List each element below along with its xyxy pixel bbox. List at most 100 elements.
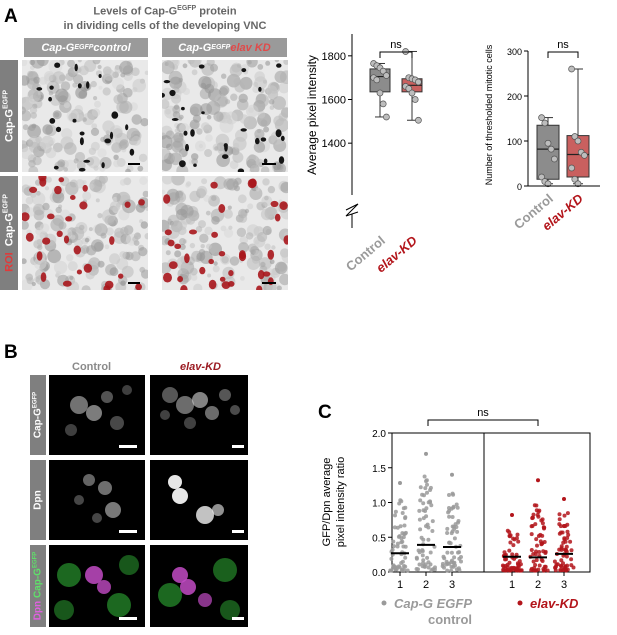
dark-nucleus xyxy=(111,111,119,119)
cell-blob xyxy=(90,127,100,136)
panel-a-title-post: protein xyxy=(196,5,237,18)
fluor-blob xyxy=(70,396,88,414)
cell-blob xyxy=(165,250,171,256)
cell-blob xyxy=(84,237,90,243)
roi-mark xyxy=(63,235,70,244)
scale-bar xyxy=(232,445,244,448)
data-point xyxy=(560,568,565,573)
cell-blob xyxy=(200,244,205,249)
data-point xyxy=(403,515,408,520)
cell-blob xyxy=(52,191,65,204)
group-label-control: Cap-G EGFP xyxy=(394,596,472,611)
data-point xyxy=(514,552,519,557)
data-point xyxy=(445,526,450,531)
cell-blob xyxy=(104,244,110,250)
cell-blob xyxy=(191,153,199,161)
data-point xyxy=(447,506,451,510)
roi-mark xyxy=(228,270,234,277)
roi-mark xyxy=(210,181,218,189)
data-point xyxy=(379,100,387,108)
dark-nucleus xyxy=(53,165,59,170)
cell-blob xyxy=(22,75,30,86)
dark-nucleus xyxy=(163,80,171,84)
dark-nucleus xyxy=(222,154,229,159)
data-point xyxy=(452,555,457,560)
data-point xyxy=(517,559,522,564)
data-point xyxy=(376,89,384,97)
data-point xyxy=(569,557,574,562)
fluor-blob xyxy=(101,391,113,403)
cell-blob xyxy=(111,77,124,90)
dark-nucleus xyxy=(86,81,90,89)
data-point xyxy=(531,512,536,517)
cell-blob xyxy=(33,206,41,215)
cell-blob xyxy=(135,203,146,213)
data-point xyxy=(516,562,521,567)
cell-blob xyxy=(233,77,242,86)
data-point xyxy=(429,503,434,508)
data-point xyxy=(530,524,535,528)
cell-blob xyxy=(223,209,233,219)
cell-blob xyxy=(144,233,148,240)
data-point xyxy=(508,568,513,573)
data-point xyxy=(417,508,422,513)
roi-mark xyxy=(256,285,263,290)
cell-blob xyxy=(88,227,93,232)
data-point xyxy=(508,540,513,545)
cell-blob xyxy=(49,137,56,145)
roi-mark xyxy=(239,250,246,260)
cell-blob xyxy=(88,147,97,155)
scale-bar xyxy=(128,163,140,165)
dark-nucleus xyxy=(223,143,228,148)
data-point xyxy=(451,492,456,497)
fluor-blob xyxy=(54,600,74,620)
roi-mark xyxy=(227,281,235,287)
data-point xyxy=(515,532,520,537)
scale-bar xyxy=(232,617,244,620)
panel-b-label: B xyxy=(4,342,18,363)
y-tick-label: 100 xyxy=(507,137,522,147)
fluor-blob xyxy=(219,389,231,401)
data-point xyxy=(426,560,431,565)
data-point xyxy=(557,517,562,522)
cell-blob xyxy=(45,176,52,183)
cell-blob xyxy=(235,129,248,142)
cell-blob xyxy=(229,64,243,77)
panel-a-title-line2: in dividing cells of the developing VNC xyxy=(63,19,267,32)
cell-blob xyxy=(245,232,254,240)
data-point xyxy=(440,561,445,566)
fluor-blob xyxy=(196,506,214,524)
data-point xyxy=(392,544,396,549)
cell-blob xyxy=(227,205,232,210)
data-point xyxy=(454,567,459,572)
fluor-blob xyxy=(162,387,178,403)
cell-blob xyxy=(162,176,173,185)
cell-blob xyxy=(211,195,217,201)
cell-blob xyxy=(97,260,105,268)
data-point xyxy=(507,533,512,538)
cell-blob xyxy=(29,106,38,114)
cell-blob xyxy=(167,218,172,223)
cell-blob xyxy=(32,156,42,166)
cell-blob xyxy=(113,159,121,168)
cell-blob xyxy=(95,198,100,203)
data-point xyxy=(398,524,403,529)
cell-blob xyxy=(204,226,213,235)
data-point xyxy=(512,556,517,561)
dark-nucleus xyxy=(55,126,62,133)
data-point xyxy=(561,540,566,545)
significance-label: ns xyxy=(557,39,569,51)
row-label-roi: ROI Cap-GEGFP xyxy=(0,176,18,290)
cell-blob xyxy=(236,227,247,237)
roi-mark xyxy=(138,199,145,206)
dark-nucleus xyxy=(280,135,285,142)
cell-blob xyxy=(89,183,95,189)
cell-blob xyxy=(162,189,166,195)
cell-blob xyxy=(246,104,259,118)
cell-blob xyxy=(52,71,66,84)
row-label-capg: Cap-GEGFP xyxy=(0,60,18,172)
data-point xyxy=(571,175,579,183)
data-point xyxy=(415,78,422,86)
data-point xyxy=(450,515,455,519)
data-point xyxy=(536,514,541,519)
